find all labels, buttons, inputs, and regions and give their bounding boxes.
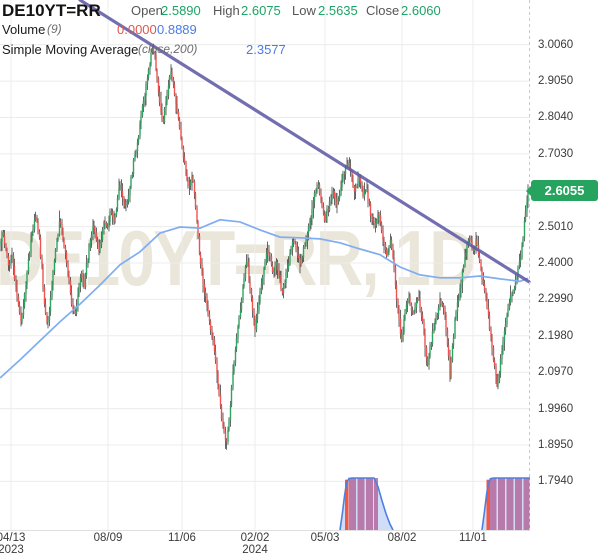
trendline[interactable] xyxy=(78,0,531,284)
volume-zero-bar xyxy=(345,479,349,530)
last-price-badge: 2.6055 xyxy=(526,180,598,201)
price-axis-label: 2.4000 xyxy=(538,257,574,270)
volume-bar xyxy=(357,478,365,530)
price-axis-label: 3.0060 xyxy=(538,38,574,51)
high-value: 2.6075 xyxy=(241,3,281,18)
time-axis-label: 08/02 xyxy=(387,532,417,544)
volume-bar xyxy=(498,478,505,530)
price-axis-label: 1.9960 xyxy=(538,402,574,415)
price-axis-label: 2.8040 xyxy=(538,111,574,124)
sma-line[interactable] xyxy=(0,218,529,379)
volume-zero-bar xyxy=(486,479,490,530)
volume-bar xyxy=(489,478,497,530)
price-axis-label: 1.7940 xyxy=(538,475,574,488)
symbol-title[interactable]: DE10YT=RR xyxy=(2,1,101,20)
open-label: Open xyxy=(131,3,163,18)
price-axis-label: 2.9050 xyxy=(538,75,574,88)
price-axis-label: 2.2990 xyxy=(538,293,574,306)
price-axis-label: 2.5010 xyxy=(538,220,574,233)
sma-indicator-param: (close,200) xyxy=(138,42,198,56)
time-axis-label: 11/01 xyxy=(459,532,487,544)
open-value: 2.5890 xyxy=(161,3,201,18)
price-axis-label: 2.1980 xyxy=(538,329,574,342)
volume-indicator-param: (9) xyxy=(47,22,62,36)
time-axis-label: 05/03 xyxy=(310,532,340,544)
volume-bar xyxy=(506,478,514,530)
volume-average-value: 0.8889 xyxy=(157,22,197,37)
price-axis[interactable]: 3.0060 2.9050 2.8040 2.7030 2.5010 2.4000 2.29… xyxy=(531,0,600,530)
volume-bar xyxy=(349,478,356,530)
volume-ma-line xyxy=(481,477,530,531)
sma-value: 2.3577 xyxy=(246,42,286,57)
close-label: Close xyxy=(366,3,400,18)
time-axis-label: 11/06 xyxy=(168,532,196,544)
volume-current-value: 0.0000 xyxy=(117,22,157,37)
time-axis-label: 02/02 2024 xyxy=(240,532,270,556)
volume-bar xyxy=(366,478,373,530)
volume-bar xyxy=(523,478,530,530)
price-axis-label: 2.0970 xyxy=(538,366,574,379)
time-axis-label: 08/09 xyxy=(93,532,123,544)
volume-bar xyxy=(374,478,378,530)
low-label: Low xyxy=(292,3,316,18)
price-axis-label: 1.8950 xyxy=(538,438,574,451)
high-label: High xyxy=(213,3,240,18)
candle-wicks xyxy=(0,43,529,450)
up-candles xyxy=(0,47,529,442)
sma-indicator-label[interactable]: Simple Moving Average xyxy=(2,42,139,57)
close-value: 2.6060 xyxy=(401,3,441,18)
symbol-watermark: DE10YT=RR, 1D xyxy=(0,214,477,302)
volume-ma-line xyxy=(339,477,394,531)
low-value: 2.5635 xyxy=(318,3,358,18)
volume-indicator-label[interactable]: Volume xyxy=(2,22,46,37)
volume-bar xyxy=(515,478,522,530)
price-axis-label: 2.7030 xyxy=(538,147,574,160)
